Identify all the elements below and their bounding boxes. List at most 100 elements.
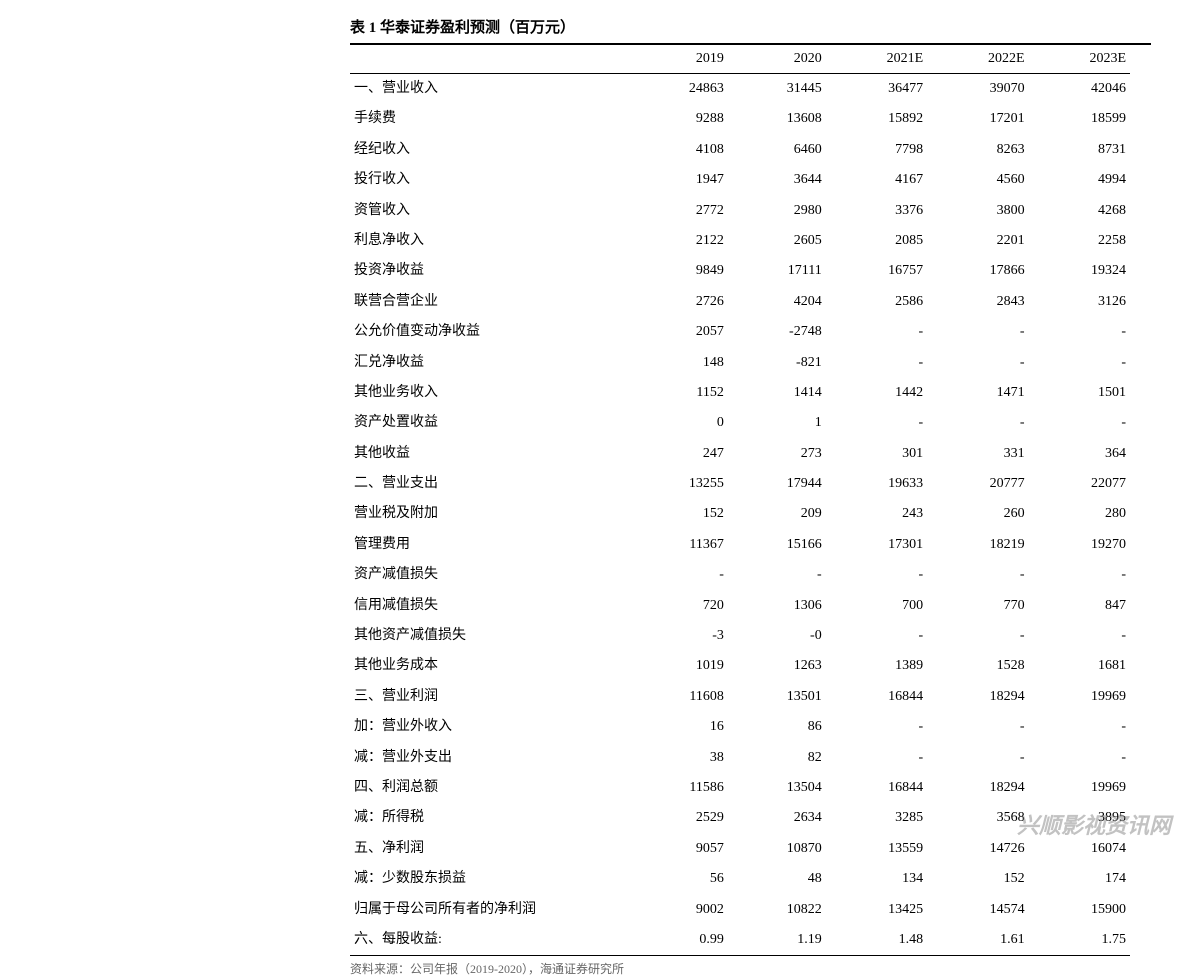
col-header-2021e: 2021E — [826, 45, 927, 74]
row-value: 247 — [630, 439, 728, 469]
col-header-2022e: 2022E — [927, 45, 1028, 74]
col-header-label — [350, 45, 630, 74]
row-value: 9288 — [630, 104, 728, 134]
row-value: 4108 — [630, 135, 728, 165]
row-value: 17111 — [728, 256, 826, 286]
row-value: - — [927, 348, 1028, 378]
row-label: 资产处置收益 — [350, 408, 630, 438]
row-value: 1 — [728, 408, 826, 438]
row-value: -2748 — [728, 317, 826, 347]
row-label: 汇兑净收益 — [350, 348, 630, 378]
row-value: 364 — [1029, 439, 1130, 469]
table-row: 减：所得税25292634328535683895 — [350, 803, 1130, 833]
row-value: 8263 — [927, 135, 1028, 165]
table-row: 一、营业收入2486331445364773907042046 — [350, 74, 1130, 105]
row-value: 2122 — [630, 226, 728, 256]
row-value: - — [1029, 348, 1130, 378]
row-value: 19324 — [1029, 256, 1130, 286]
row-value: 3376 — [826, 196, 927, 226]
table-row: 联营合营企业27264204258628433126 — [350, 287, 1130, 317]
row-value: 19969 — [1029, 773, 1130, 803]
row-value: 2726 — [630, 287, 728, 317]
row-label: 四、利润总额 — [350, 773, 630, 803]
row-value: -3 — [630, 621, 728, 651]
row-label: 营业税及附加 — [350, 499, 630, 529]
row-value: 13425 — [826, 895, 927, 925]
row-value: 56 — [630, 864, 728, 894]
row-value: 39070 — [927, 74, 1028, 105]
row-value: 3126 — [1029, 287, 1130, 317]
row-value: 14726 — [927, 834, 1028, 864]
row-value: - — [826, 560, 927, 590]
table-row: 五、净利润905710870135591472616074 — [350, 834, 1130, 864]
row-value: 15166 — [728, 530, 826, 560]
row-value: 1501 — [1029, 378, 1130, 408]
table-row: 其他资产减值损失-3-0--- — [350, 621, 1130, 651]
row-value: 13501 — [728, 682, 826, 712]
row-value: 31445 — [728, 74, 826, 105]
row-value: 260 — [927, 499, 1028, 529]
table-row: 公允价值变动净收益2057-2748--- — [350, 317, 1130, 347]
row-label: 五、净利润 — [350, 834, 630, 864]
row-label: 归属于母公司所有者的净利润 — [350, 895, 630, 925]
row-label: 减：所得税 — [350, 803, 630, 833]
row-value: 15900 — [1029, 895, 1130, 925]
row-label: 投资净收益 — [350, 256, 630, 286]
row-value: - — [1029, 743, 1130, 773]
table-row: 三、营业利润1160813501168441829419969 — [350, 682, 1130, 712]
row-value: 17866 — [927, 256, 1028, 286]
row-value: 4268 — [1029, 196, 1130, 226]
row-value: 16 — [630, 712, 728, 742]
row-value: - — [1029, 560, 1130, 590]
row-value: - — [927, 408, 1028, 438]
table-row: 减：少数股东损益5648134152174 — [350, 864, 1130, 894]
row-value: 11367 — [630, 530, 728, 560]
row-value: 148 — [630, 348, 728, 378]
row-value: - — [927, 712, 1028, 742]
row-label: 手续费 — [350, 104, 630, 134]
row-value: 16844 — [826, 682, 927, 712]
row-value: 13255 — [630, 469, 728, 499]
row-label: 一、营业收入 — [350, 74, 630, 105]
row-value: 1.61 — [927, 925, 1028, 956]
table-row: 管理费用1136715166173011821919270 — [350, 530, 1130, 560]
data-source-note: 资料来源：公司年报（2019-2020），海通证券研究所 — [350, 956, 1151, 977]
table-row: 利息净收入21222605208522012258 — [350, 226, 1130, 256]
row-value: 331 — [927, 439, 1028, 469]
row-value: 11586 — [630, 773, 728, 803]
row-label: 投行收入 — [350, 165, 630, 195]
table-row: 归属于母公司所有者的净利润900210822134251457415900 — [350, 895, 1130, 925]
row-value: 301 — [826, 439, 927, 469]
row-value: 1306 — [728, 591, 826, 621]
row-label: 经纪收入 — [350, 135, 630, 165]
row-value: 4994 — [1029, 165, 1130, 195]
row-value: 86 — [728, 712, 826, 742]
row-value: 152 — [927, 864, 1028, 894]
row-value: - — [826, 743, 927, 773]
row-value: 10822 — [728, 895, 826, 925]
row-value: 209 — [728, 499, 826, 529]
table-row: 经纪收入41086460779882638731 — [350, 135, 1130, 165]
table-row: 其他业务成本10191263138915281681 — [350, 651, 1130, 681]
row-value: 2605 — [728, 226, 826, 256]
row-label: 其他业务成本 — [350, 651, 630, 681]
row-value: 19969 — [1029, 682, 1130, 712]
row-value: 2980 — [728, 196, 826, 226]
row-value: 3644 — [728, 165, 826, 195]
row-value: 2529 — [630, 803, 728, 833]
row-value: 1152 — [630, 378, 728, 408]
row-value: -821 — [728, 348, 826, 378]
row-value: 1263 — [728, 651, 826, 681]
row-value: 700 — [826, 591, 927, 621]
table-row: 减：营业外支出3882--- — [350, 743, 1130, 773]
row-value: 2201 — [927, 226, 1028, 256]
row-value: - — [826, 317, 927, 347]
table-title: 表 1 华泰证券盈利预测（百万元） — [350, 10, 1151, 45]
row-value: - — [826, 348, 927, 378]
row-label: 联营合营企业 — [350, 287, 630, 317]
row-value: 13608 — [728, 104, 826, 134]
row-value: 847 — [1029, 591, 1130, 621]
table-row: 汇兑净收益148-821--- — [350, 348, 1130, 378]
row-value: 9849 — [630, 256, 728, 286]
table-row: 投资净收益984917111167571786619324 — [350, 256, 1130, 286]
